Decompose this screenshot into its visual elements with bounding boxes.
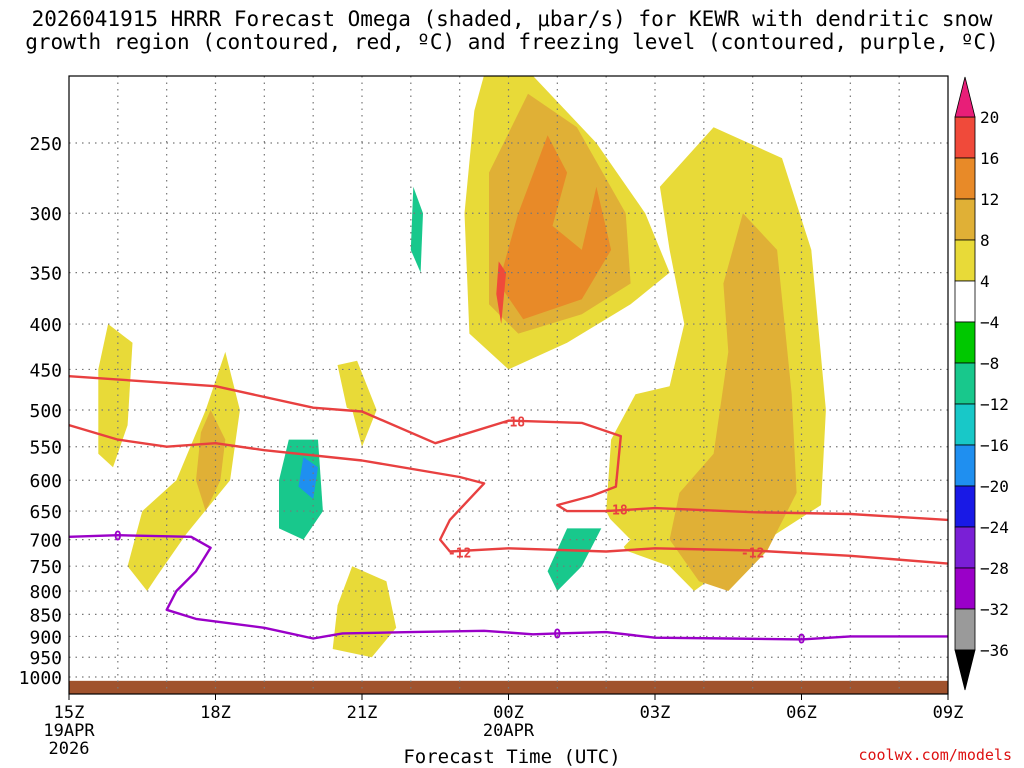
- watermark: coolwx.com/models: [858, 746, 1012, 764]
- y-tick-label-250: 250: [29, 134, 62, 155]
- shade-omega-up-mid-low: [332, 566, 397, 658]
- colorbar-label-4: 4: [980, 272, 990, 291]
- y-tick-label-900: 900: [29, 627, 62, 648]
- y-tick-label-850: 850: [29, 605, 62, 626]
- y-tick-label-750: 750: [29, 557, 62, 578]
- shade-omega-dn-lower-center-core: [547, 528, 602, 591]
- shade-omega-dn-left-blob: [103, 605, 148, 641]
- shade-omega-dn-bottom-right: [645, 618, 802, 677]
- colorbar-box-16: [954, 157, 976, 200]
- colorbar-box-20: [954, 116, 976, 159]
- colorbar-box--28: [954, 567, 976, 610]
- contour-purple-0: [69, 534, 948, 641]
- x-axis-label: Forecast Time (UTC): [403, 746, 621, 768]
- y-tick-label-600: 600: [29, 471, 62, 492]
- x-tick-sublabel1-0: 19APR: [43, 721, 95, 741]
- shade-omega-dn-mid-blue: [298, 457, 318, 499]
- y-tick-label-950: 950: [29, 648, 62, 669]
- colorbar-label--24: −24: [980, 518, 1009, 537]
- y-tick-label-350: 350: [29, 264, 62, 285]
- x-tick-label-12: 03Z: [640, 703, 671, 723]
- y-tick-label-500: 500: [29, 401, 62, 422]
- colorbar-box--24: [954, 526, 976, 569]
- y-tick-label-800: 800: [29, 582, 62, 603]
- colorbar-box--4: [954, 321, 976, 364]
- colorbar: 20 16 12 8 4 −4 −8 −12 −16 −20 −24 −28 −32 −36: [954, 76, 1009, 691]
- shade-omega-up-upper-peak: [496, 261, 507, 324]
- colorbar-box-8: [954, 239, 976, 282]
- grid-layer: [69, 76, 948, 694]
- shade-omega-up-left2-core: [196, 410, 226, 512]
- colorbar-box-12: [954, 198, 976, 241]
- y-tick-label-550: 550: [29, 438, 62, 459]
- colorbar-label--20: −20: [980, 477, 1009, 496]
- y-tick-label-650: 650: [29, 502, 62, 523]
- shade-omega-dn-small-00z: [552, 417, 568, 468]
- shade-omega-up-left2: [127, 351, 240, 591]
- chart-title: 2026041915 HRRR Forecast Omega (shaded, …: [0, 8, 1024, 54]
- colorbar-label--4: −4: [980, 313, 999, 332]
- colorbar-label--28: −28: [980, 559, 1009, 578]
- contour-red-18: [69, 375, 948, 522]
- contour-label-purple-0-0: 0: [114, 530, 122, 545]
- colorbar-label--36: −36: [980, 641, 1009, 660]
- colorbar-box--12: [954, 403, 976, 446]
- x-tick-label-18: 09Z: [933, 703, 964, 723]
- colorbar-label-20: 20: [980, 108, 999, 127]
- colorbar-box-4: [954, 280, 976, 323]
- shade-omega-dn-tall-upper-core: [410, 186, 423, 273]
- y-tick-label-700: 700: [29, 531, 62, 552]
- colorbar-box--32: [954, 608, 976, 651]
- colorbar-bottom-arrow: [954, 649, 976, 691]
- title-line-2: growth region (contoured, red, ºC) and f…: [25, 30, 999, 54]
- x-tick-label-6: 21Z: [347, 703, 378, 723]
- contour-label-purple-0-2: 0: [798, 633, 806, 648]
- y-tick-label-450: 450: [29, 360, 62, 381]
- x-tick-sublabel1-9: 20APR: [483, 721, 535, 741]
- contour-label-red-18-0: -18: [502, 415, 526, 430]
- colorbar-label-8: 8: [980, 231, 990, 250]
- contour-labels: -18 -18 -12 -12 0 0 0: [114, 415, 806, 648]
- shade-omega-dn-right-lower: [860, 499, 929, 637]
- colorbar-box--20: [954, 485, 976, 528]
- contour-label-red-12-1: -12: [741, 547, 764, 562]
- axes: 2503003504004505005506006507007508008509…: [19, 75, 964, 759]
- colorbar-label--32: −32: [980, 600, 1009, 619]
- colorbar-label-12: 12: [980, 190, 999, 209]
- contour-label-purple-0-1: 0: [553, 627, 561, 642]
- contour-label-red-12-0: -12: [448, 547, 471, 562]
- colorbar-label--12: −12: [980, 395, 1009, 414]
- title-line-1: 2026041915 HRRR Forecast Omega (shaded, …: [31, 7, 993, 31]
- colorbar-label-16: 16: [980, 149, 999, 168]
- colorbar-label--16: −16: [980, 436, 1009, 455]
- colorbar-label--8: −8: [980, 354, 999, 373]
- shade-omega-dn-mid-big: [244, 213, 358, 601]
- y-tick-label-300: 300: [29, 204, 62, 225]
- contour-label-red-18-1: -18: [604, 503, 628, 518]
- x-tick-sublabel2-0: 2026: [49, 739, 90, 759]
- contour-layer: [69, 375, 948, 641]
- contour-red-12: [69, 423, 948, 565]
- shade-omega-dn-right-upper: [889, 76, 948, 159]
- shade-omega-up-east-mid: [669, 213, 797, 591]
- colorbar-top-arrow: [954, 76, 976, 118]
- omega-shading: [98, 76, 948, 677]
- y-tick-label-400: 400: [29, 315, 62, 336]
- x-tick-label-0: 15Z: [54, 703, 85, 723]
- shade-omega-up-left: [98, 324, 133, 468]
- y-tick-label-1000: 1000: [19, 668, 62, 689]
- x-tick-label-9: 00Z: [493, 703, 524, 723]
- x-tick-label-15: 06Z: [786, 703, 817, 723]
- x-tick-label-3: 18Z: [200, 703, 231, 723]
- colorbar-box--8: [954, 362, 976, 405]
- colorbar-box--16: [954, 444, 976, 487]
- shade-omega-dn-left-strip: [149, 369, 177, 447]
